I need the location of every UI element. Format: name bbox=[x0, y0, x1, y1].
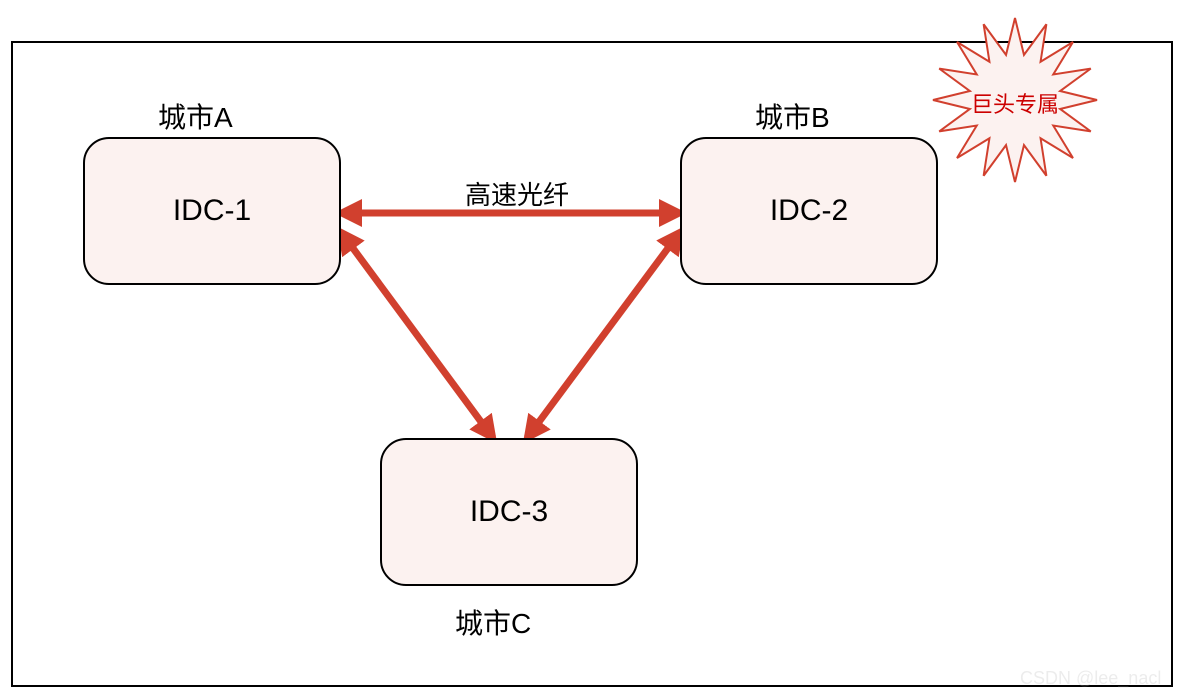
node-idc3: IDC-3 bbox=[380, 438, 638, 586]
node-label: IDC-3 bbox=[470, 495, 548, 529]
diagram-canvas: IDC-1 城市A IDC-2 城市B IDC-3 城市C 高速光纤 巨头专属 CSDN … bbox=[0, 0, 1184, 699]
edge-label: 高速光纤 bbox=[465, 175, 569, 212]
starburst-label: 巨头专属 bbox=[971, 87, 1059, 119]
node-idc2: IDC-2 bbox=[680, 137, 938, 285]
node-title-idc1: 城市A bbox=[158, 96, 233, 136]
node-title-idc3: 城市C bbox=[455, 602, 531, 642]
node-idc1: IDC-1 bbox=[83, 137, 341, 285]
watermark-text: CSDN @lee_nacl bbox=[1020, 668, 1161, 689]
node-label: IDC-2 bbox=[770, 194, 848, 228]
node-title-idc2: 城市B bbox=[755, 96, 830, 136]
node-label: IDC-1 bbox=[173, 194, 251, 228]
